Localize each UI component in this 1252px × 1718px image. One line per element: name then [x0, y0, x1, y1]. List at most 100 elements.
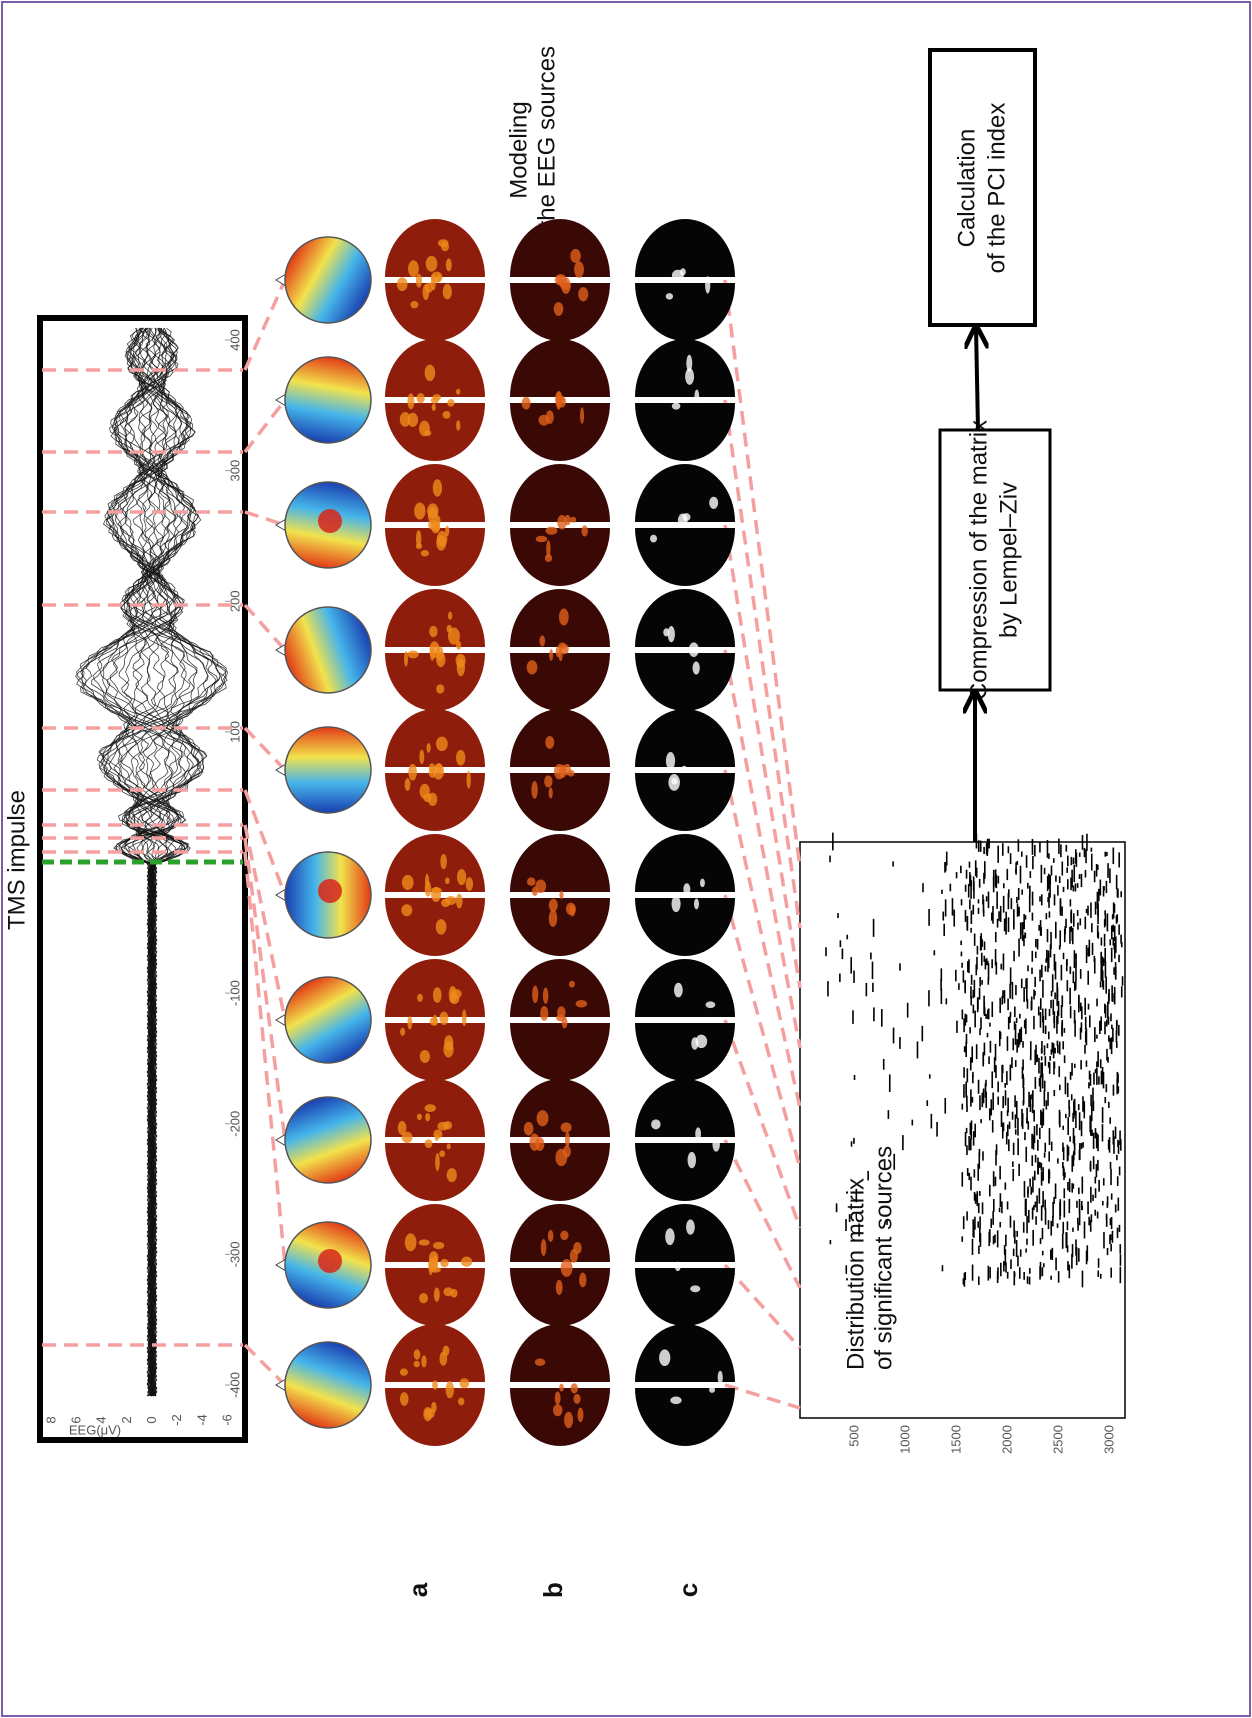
matrix-cell	[994, 1176, 997, 1186]
matrix-cell	[999, 997, 1001, 1013]
matrix-cell	[1030, 996, 1033, 1010]
brain-patch	[442, 410, 451, 419]
row-label: b	[538, 1582, 568, 1598]
matrix-cell	[1026, 1215, 1028, 1234]
brain-patch	[683, 883, 691, 896]
matrix-cell	[992, 877, 995, 886]
matrix-cell	[989, 1267, 991, 1279]
matrix-cell	[1041, 964, 1043, 978]
matrix-cell	[972, 1074, 974, 1084]
matrix-cell	[985, 843, 988, 855]
matrix-cell	[1098, 1076, 1100, 1085]
brain-patch	[705, 276, 711, 294]
matrix-cell	[1035, 1216, 1037, 1225]
matrix-cell	[1107, 1016, 1110, 1025]
brain-patch	[695, 1034, 708, 1049]
brain-patch	[425, 1113, 431, 1122]
matrix-cell	[1053, 894, 1056, 906]
connector	[723, 1139, 802, 1289]
matrix-cell	[970, 927, 972, 933]
matrix-cell	[1060, 844, 1062, 858]
matrix-cell	[1099, 981, 1102, 988]
matrix-cell	[1078, 874, 1081, 879]
matrix-cell	[983, 846, 985, 855]
matrix-cell	[1028, 1091, 1030, 1108]
brain-patch	[712, 1137, 720, 1152]
matrix-cell	[1029, 1178, 1031, 1187]
matrix-cell	[1012, 1161, 1014, 1167]
matrix-cell	[1040, 1205, 1043, 1221]
matrix-cell	[1085, 1028, 1088, 1046]
matrix-cell	[1028, 1209, 1030, 1223]
matrix-cell	[1061, 1233, 1064, 1249]
brain-half	[635, 1204, 735, 1262]
head-nose	[275, 1378, 287, 1392]
brain-patch	[534, 1358, 546, 1366]
matrix-cell	[1040, 894, 1043, 906]
matrix-cell	[1098, 888, 1100, 902]
matrix-cell	[1042, 1108, 1045, 1126]
matrix-cell	[1031, 1207, 1034, 1220]
brain-patch	[440, 1258, 449, 1268]
matrix-cell	[1033, 989, 1035, 1000]
brain-patch	[419, 1293, 429, 1304]
matrix-cell	[1070, 911, 1072, 922]
matrix-cell	[988, 838, 990, 849]
brain-patch	[709, 496, 719, 509]
matrix-cell	[1009, 983, 1011, 999]
matrix-cell	[1036, 938, 1039, 950]
matrix-cell	[944, 862, 946, 873]
matrix-cell	[1072, 885, 1075, 892]
matrix-cell	[1093, 1072, 1095, 1085]
matrix-cell	[1088, 939, 1091, 957]
matrix-cell	[1115, 936, 1117, 953]
matrix-cell	[1107, 1139, 1110, 1150]
matrix-cell	[1066, 958, 1068, 966]
matrix-cell	[1048, 1008, 1051, 1017]
matrix-cell	[1016, 860, 1019, 865]
brain-patch	[424, 1139, 433, 1149]
brain-half	[635, 403, 735, 461]
matrix-cell	[1046, 875, 1049, 892]
matrix-cell	[1110, 1168, 1112, 1186]
matrix-cell	[970, 1176, 972, 1191]
matrix-cell	[966, 915, 968, 930]
brain-patch	[446, 1143, 451, 1150]
matrix-cell	[949, 883, 952, 892]
matrix-cell	[1116, 1227, 1119, 1239]
brain-patch	[560, 1259, 573, 1277]
matrix-cell	[1090, 847, 1093, 852]
matrix-cell	[1104, 1021, 1106, 1035]
matrix-cell	[1037, 1162, 1039, 1167]
matrix-cell	[936, 1121, 938, 1137]
matrix-cell	[944, 1097, 947, 1114]
matrix-cell	[1073, 864, 1076, 883]
matrix-cell	[1060, 1005, 1063, 1018]
matrix-cell	[971, 1264, 974, 1281]
matrix-cell	[1092, 1159, 1095, 1170]
matrix-cell	[942, 911, 945, 921]
matrix-cell	[941, 1265, 944, 1272]
brain-patch	[432, 479, 443, 497]
matrix-cell	[975, 867, 978, 878]
matrix-cell	[1062, 1221, 1065, 1234]
matrix-cell	[1018, 1267, 1021, 1279]
matrix-cell	[1049, 874, 1052, 885]
matrix-cell	[1083, 847, 1086, 858]
matrix-cell	[962, 970, 965, 983]
matrix-cell	[1039, 1011, 1042, 1028]
matrix-cell	[974, 1010, 976, 1028]
matrix-cell	[872, 918, 875, 937]
matrix-cell	[1003, 918, 1006, 932]
matrix-cell	[980, 1119, 982, 1124]
brain-patch	[436, 515, 441, 527]
matrix-cell	[1034, 844, 1036, 857]
matrix-cell	[1071, 1155, 1074, 1172]
matrix-cell	[989, 1022, 991, 1027]
matrix-cell	[1054, 992, 1056, 1000]
brain-patch	[456, 388, 461, 395]
matrix-cell	[1102, 1071, 1105, 1089]
matrix-cell	[1062, 1166, 1065, 1176]
matrix-cell	[960, 940, 962, 946]
brain-patch	[466, 770, 471, 789]
